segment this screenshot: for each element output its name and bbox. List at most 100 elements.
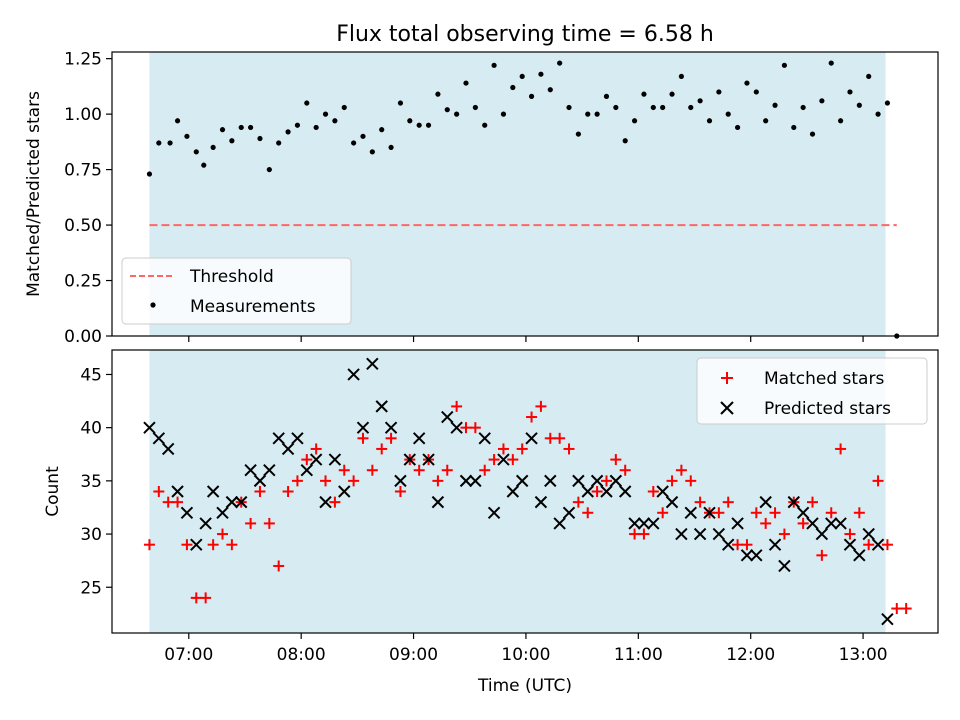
measurement-point xyxy=(454,111,460,117)
matched-star-point xyxy=(497,443,509,455)
x-tick-label: 08:00 xyxy=(277,645,326,665)
predicted-star-point xyxy=(431,495,445,509)
matched-star-point xyxy=(460,422,472,434)
measurement-point xyxy=(744,80,750,86)
predicted-star-point xyxy=(740,549,754,562)
matched-star-point xyxy=(900,603,912,615)
matched-star-point xyxy=(732,539,744,551)
measurement-point xyxy=(819,98,825,104)
x-tick-label: 11:00 xyxy=(614,645,663,665)
count-panel: 07:00 08:00 09:00 10:00 11:00 12:00 13:00 25 30 3… xyxy=(43,349,939,696)
legend-predicted-swatch xyxy=(720,401,734,415)
matched-star-point xyxy=(172,496,184,508)
predicted-star-point xyxy=(180,506,194,519)
measurement-point xyxy=(566,104,572,111)
predicted-star-point xyxy=(441,410,454,424)
predicted-star-point xyxy=(244,464,257,477)
predicted-star-point xyxy=(394,474,407,488)
matched-star-point xyxy=(675,464,687,476)
predicted-star-point xyxy=(843,538,857,551)
predicted-star-point xyxy=(291,432,304,445)
measurement-point xyxy=(463,80,469,86)
predicted-star-point xyxy=(422,453,435,466)
ratio-y-tick-label: 1.25 xyxy=(64,50,102,70)
measurement-point xyxy=(500,111,507,117)
measurement-point xyxy=(688,104,694,111)
x-tick-label: 12:00 xyxy=(726,645,775,665)
predicted-star-point xyxy=(412,432,426,445)
matched-star-point xyxy=(451,400,463,412)
matched-star-point xyxy=(741,539,753,551)
predicted-star-point xyxy=(778,559,791,573)
measurement-point xyxy=(238,124,244,131)
matched-star-point xyxy=(226,539,238,551)
measurement-point xyxy=(772,102,778,108)
predicted-star-point xyxy=(693,527,707,541)
predicted-star-point xyxy=(647,517,660,530)
matched-star-point xyxy=(263,517,275,529)
measurement-point xyxy=(884,100,891,106)
measurement-point xyxy=(763,118,769,124)
measurement-point xyxy=(491,62,497,68)
measurement-point xyxy=(397,100,404,106)
matched-star-point xyxy=(722,496,734,508)
matched-star-point xyxy=(479,464,491,476)
time-x-axis-label: Time (UTC) xyxy=(477,676,572,696)
measurement-point xyxy=(622,138,628,144)
measurement-point xyxy=(219,127,226,133)
matched-star-points xyxy=(143,400,912,615)
predicted-star-point xyxy=(384,421,398,434)
legend-measurement-label: Measurements xyxy=(190,297,316,317)
matched-star-point xyxy=(600,475,612,487)
count-y-tick-label: 25 xyxy=(80,578,102,598)
predicted-star-point xyxy=(319,495,332,509)
count-y-tick-label: 45 xyxy=(80,365,102,385)
matched-star-point xyxy=(181,539,193,551)
predicted-star-point xyxy=(581,485,594,498)
measurement-point xyxy=(585,111,591,117)
measurement-point xyxy=(313,124,319,131)
predicted-star-point xyxy=(152,432,166,445)
matched-star-point xyxy=(544,432,556,444)
measurement-point xyxy=(557,60,563,66)
measurement-point xyxy=(603,93,610,99)
predicted-star-point xyxy=(684,506,697,519)
measurement-point xyxy=(669,91,675,97)
ratio-y-tick-label: 0.75 xyxy=(64,161,102,181)
measurement-point xyxy=(304,100,310,106)
predicted-star-point xyxy=(459,474,473,488)
ratio-legend: Threshold Measurements xyxy=(121,257,352,325)
legend-measurement-swatch xyxy=(150,302,156,308)
measurement-point xyxy=(660,104,666,111)
predicted-star-point xyxy=(478,432,491,445)
predicted-star-point xyxy=(834,517,847,530)
ratio-y-tick-label: 0.25 xyxy=(64,272,102,292)
predicted-star-point xyxy=(731,517,744,530)
measurement-point xyxy=(276,140,282,146)
matched-star-point xyxy=(563,443,575,455)
matched-star-point xyxy=(291,475,303,487)
x-tick-label: 07:00 xyxy=(164,645,213,665)
predicted-star-point xyxy=(469,474,482,488)
matched-star-point xyxy=(647,486,659,497)
predicted-star-point xyxy=(722,538,735,551)
measurement-point xyxy=(184,133,190,139)
measurement-point xyxy=(444,107,450,113)
predicted-star-point xyxy=(665,495,679,509)
predicted-star-point xyxy=(216,506,229,519)
predicted-star-point xyxy=(806,517,819,530)
measurement-point xyxy=(866,73,872,80)
measurement-point xyxy=(201,162,207,168)
measurement-point xyxy=(425,122,432,128)
count-axes-frame xyxy=(111,349,939,634)
matched-star-point xyxy=(582,507,594,519)
legend-matched-swatch xyxy=(721,372,733,384)
matched-star-point xyxy=(844,528,856,540)
predicted-star-point xyxy=(628,517,641,530)
predicted-star-point xyxy=(450,421,463,434)
predicted-star-point xyxy=(263,464,276,477)
matched-star-point xyxy=(825,507,837,519)
predicted-star-point xyxy=(225,495,239,509)
predicted-star-point xyxy=(656,485,669,498)
